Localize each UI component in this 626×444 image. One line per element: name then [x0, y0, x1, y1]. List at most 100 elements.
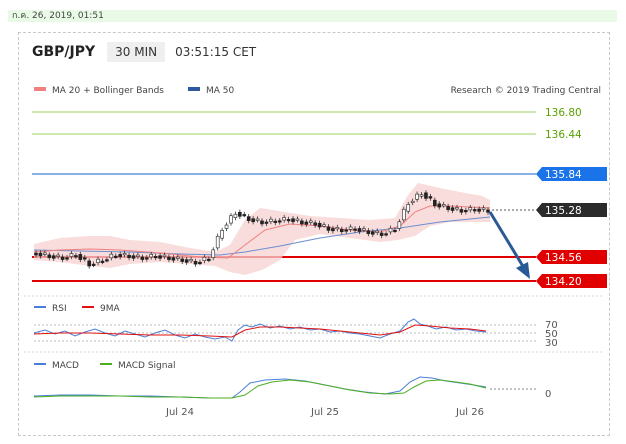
candle-body: [446, 206, 450, 210]
ma20-line: [33, 205, 491, 259]
ma20-legend-label: MA 20 + Bollinger Bands: [52, 86, 164, 96]
candle-body: [229, 215, 233, 224]
candle-body: [38, 252, 43, 257]
level-tag-135-28: [536, 203, 607, 217]
candle-body: [113, 255, 118, 258]
credit-text: Research © 2019 Trading Central: [451, 86, 601, 96]
rsi-line: [33, 318, 487, 342]
candle-body: [339, 229, 344, 233]
candle-body: [326, 226, 331, 231]
candle-body: [131, 255, 136, 259]
candle-body: [118, 254, 122, 258]
candle-body: [176, 256, 180, 259]
candle-body: [149, 254, 154, 258]
level-label-135-28: 135.28: [545, 205, 582, 217]
candle-body: [419, 194, 424, 197]
candle-body: [406, 204, 411, 212]
candle-body: [100, 260, 105, 263]
rsi-level-50: 50: [545, 329, 558, 340]
level-tag-134-20: [536, 274, 607, 288]
candle-body: [220, 230, 224, 239]
candle-body: [437, 203, 442, 208]
candle-body: [441, 204, 446, 207]
candle-body: [153, 256, 158, 259]
candle-body: [455, 207, 459, 210]
candle-body: [362, 228, 366, 231]
candle-body: [184, 259, 189, 263]
candle-body: [96, 258, 100, 263]
candle-body: [127, 254, 131, 258]
candle-body: [464, 210, 468, 213]
candle-body: [109, 253, 114, 259]
candle-body: [78, 254, 83, 260]
candle-body: [402, 208, 406, 221]
candle-body: [353, 228, 357, 231]
candle-body: [388, 227, 393, 233]
ma50-legend-label: MA 50: [206, 86, 235, 96]
candle-body: [202, 256, 207, 261]
candle-body: [335, 227, 340, 230]
candle-body: [189, 259, 193, 262]
macd-signal-line: [33, 379, 487, 399]
candle-body: [65, 257, 69, 260]
candle-body: [162, 254, 167, 257]
rsi-level-70: 70: [545, 320, 558, 331]
level-label-136-80: 136.80: [545, 107, 582, 119]
candle-body: [428, 196, 433, 199]
level-label-134-56: 134.56: [545, 252, 582, 264]
date-bar: ก.ค. 26, 2019, 01:51: [8, 10, 617, 22]
candle-body: [47, 254, 52, 258]
chart-time: 03:51:15 CET: [175, 45, 257, 59]
candle-body: [477, 208, 481, 212]
candle-body: [238, 211, 242, 217]
candle-body: [459, 209, 464, 213]
candle-body: [233, 213, 238, 218]
candle-body: [242, 214, 247, 217]
candle-body: [140, 256, 145, 260]
candle-body: [366, 230, 371, 234]
candle-body: [450, 207, 455, 211]
chart-frame: [18, 32, 610, 436]
candle-body: [255, 218, 260, 221]
level-label-134-20: 134.20: [545, 276, 582, 288]
candle-body: [415, 193, 419, 200]
candle-body: [82, 257, 87, 260]
candle-body: [180, 258, 185, 262]
level-tag-135-84: [536, 167, 607, 181]
candle-body: [472, 209, 477, 212]
ma50-legend-swatch: [188, 87, 200, 91]
candle-body: [211, 249, 216, 258]
candle-body: [122, 253, 127, 256]
candle-body: [384, 233, 388, 236]
candle-body: [348, 226, 353, 230]
candle-body: [198, 261, 202, 264]
candle-body: [246, 216, 251, 221]
candle-body: [34, 252, 38, 256]
candle-body: [317, 222, 322, 228]
candle-body: [215, 235, 220, 249]
candle-body: [91, 263, 96, 266]
candle-body: [87, 260, 91, 267]
candle-body: [207, 258, 211, 261]
rsi-level-30: 30: [545, 338, 558, 349]
x-tick-jul24: Jul 24: [165, 407, 194, 418]
candle-body: [370, 231, 375, 235]
candle-body: [322, 224, 326, 227]
forecast-arrow-head: [516, 262, 530, 279]
candle-body: [397, 221, 402, 229]
candle-body: [379, 232, 384, 236]
x-tick-jul26: Jul 26: [455, 407, 484, 418]
candle-body: [291, 218, 295, 223]
candle-body: [433, 199, 437, 207]
candle-body: [167, 256, 171, 260]
timeframe-selector[interactable]: 30 MIN: [107, 42, 166, 62]
candle-body: [158, 255, 162, 259]
candle-body: [375, 230, 380, 233]
ma50-line: [33, 216, 491, 256]
ma20-legend-swatch: [34, 87, 46, 91]
candle-body: [286, 219, 291, 222]
candle-body: [251, 218, 255, 223]
candle-body: [69, 253, 74, 257]
candle-body: [144, 257, 149, 260]
